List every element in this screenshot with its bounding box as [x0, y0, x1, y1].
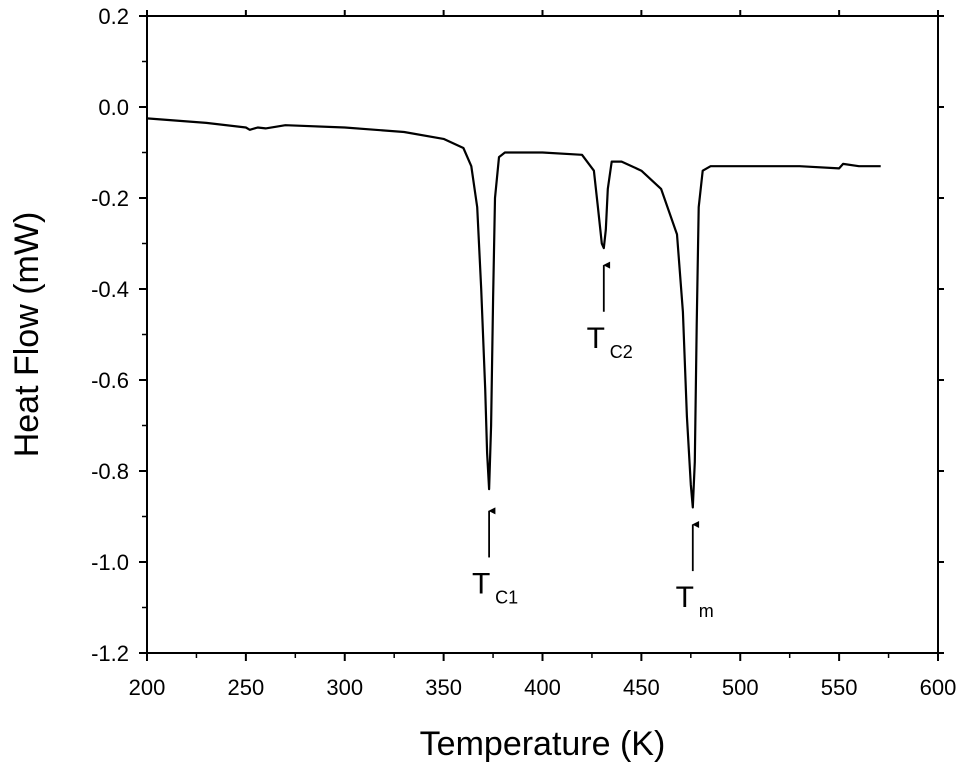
x-tick-label: 600 [920, 675, 957, 700]
x-tick-label: 250 [228, 675, 265, 700]
tick-labels: 200 250 300 350 400 450 500 550 600 0.2 0.0 -0.2 -0.… [91, 4, 956, 700]
annotation-label: T [472, 567, 490, 600]
annotation-subscript: C1 [495, 587, 518, 607]
y-tick-label: 0.0 [98, 95, 129, 120]
x-tick-label: 350 [425, 675, 462, 700]
annotation-subscript: m [699, 601, 714, 621]
annotation-subscript: C2 [610, 342, 633, 362]
x-tick-label: 500 [722, 675, 759, 700]
x-tick-label: 400 [524, 675, 561, 700]
y-tick-label: -1.0 [91, 550, 129, 575]
y-tick-label: -0.4 [91, 277, 129, 302]
x-tick-label: 550 [821, 675, 858, 700]
x-axis-title: Temperature (K) [420, 725, 666, 763]
y-tick-label: -0.2 [91, 186, 129, 211]
plot-frame [146, 15, 939, 654]
y-axis-title: Heat Flow (mW) [8, 212, 46, 458]
y-tick-label: -0.6 [91, 368, 129, 393]
annotation-label: T [676, 581, 694, 614]
x-tick-label: 300 [326, 675, 363, 700]
peak-annotations: T C1T C2T m [472, 261, 714, 621]
heat-flow-curve [146, 117, 881, 509]
axis-ticks [139, 10, 944, 661]
x-tick-label: 200 [129, 675, 166, 700]
annotation-label: T [587, 322, 605, 355]
x-tick-label: 450 [623, 675, 660, 700]
y-tick-label: 0.2 [98, 4, 129, 29]
y-tick-label: -0.8 [91, 459, 129, 484]
y-tick-label: -1.2 [91, 641, 129, 666]
